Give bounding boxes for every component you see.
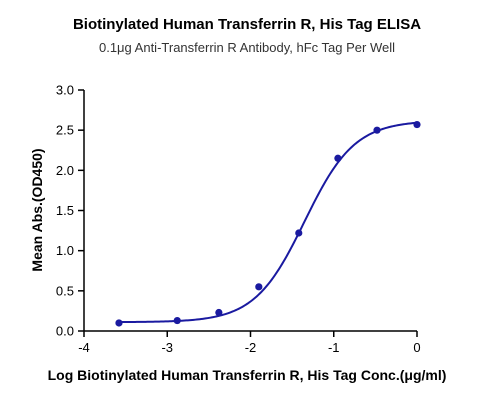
x-tick-label: -1: [328, 340, 340, 355]
x-tick-label: -3: [161, 340, 173, 355]
data-point: [373, 126, 381, 134]
y-tick-label: 1.5: [56, 203, 74, 218]
y-tick-label: 2.0: [56, 163, 74, 178]
x-axis-ticks: -4 -3 -2 -1 0: [78, 331, 421, 355]
data-point: [334, 154, 342, 162]
x-axis-label: Log Biotinylated Human Transferrin R, Hi…: [48, 367, 447, 383]
x-tick-label: -2: [245, 340, 257, 355]
x-tick-label: -4: [78, 340, 90, 355]
data-point: [115, 319, 123, 327]
y-axis-label: Mean Abs.(OD450): [29, 148, 45, 271]
fit-curve: [117, 121, 418, 324]
y-axis-ticks: 0.0 0.5 1.0 1.5 2.0 2.5 3.0: [56, 83, 84, 339]
data-point: [215, 308, 223, 317]
data-point: [173, 316, 181, 325]
data-point: [295, 229, 303, 237]
y-tick-label: 1.0: [56, 243, 74, 258]
y-tick-label: 0.5: [56, 283, 74, 298]
y-tick-label: 2.5: [56, 123, 74, 138]
chart-subtitle: 0.1μg Anti-Transferrin R Antibody, hFc T…: [99, 40, 395, 55]
data-point: [255, 283, 263, 291]
data-points: [115, 120, 421, 327]
data-point: [413, 120, 421, 129]
chart-title: Biotinylated Human Transferrin R, His Ta…: [73, 16, 421, 33]
y-tick-label: 3.0: [56, 83, 74, 98]
y-tick-label: 0.0: [56, 324, 74, 339]
x-tick-label: 0: [413, 340, 420, 355]
